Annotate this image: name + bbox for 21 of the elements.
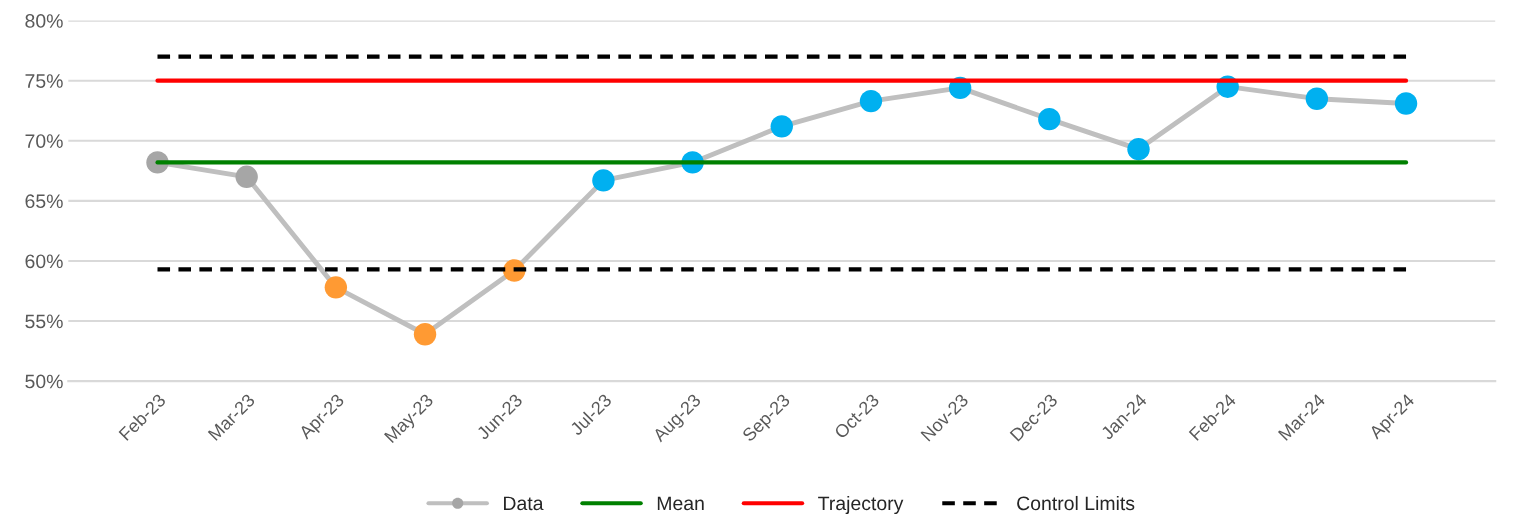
point	[324, 276, 348, 299]
y-tick-label: 75%	[25, 74, 63, 88]
y-tick-label: 65%	[25, 194, 63, 209]
y-tick-label: 55%	[25, 314, 63, 329]
point	[1305, 87, 1329, 110]
point	[859, 89, 883, 113]
point	[1394, 92, 1418, 115]
point	[770, 115, 793, 138]
y-tick-label: 80%	[25, 14, 63, 28]
legend-label: Trajectory	[818, 495, 904, 515]
point	[592, 169, 615, 192]
point	[235, 165, 258, 189]
y-tick-label: 70%	[25, 134, 63, 148]
point	[1127, 137, 1150, 161]
y-tick-label: 60%	[25, 254, 63, 269]
legend-label: Control Limits	[1017, 495, 1135, 511]
point	[1038, 107, 1061, 131]
y-tick-label: 50%	[25, 374, 63, 389]
point	[413, 323, 437, 346]
legend-label: Mean	[657, 496, 704, 511]
legend-label: Data	[504, 496, 544, 511]
